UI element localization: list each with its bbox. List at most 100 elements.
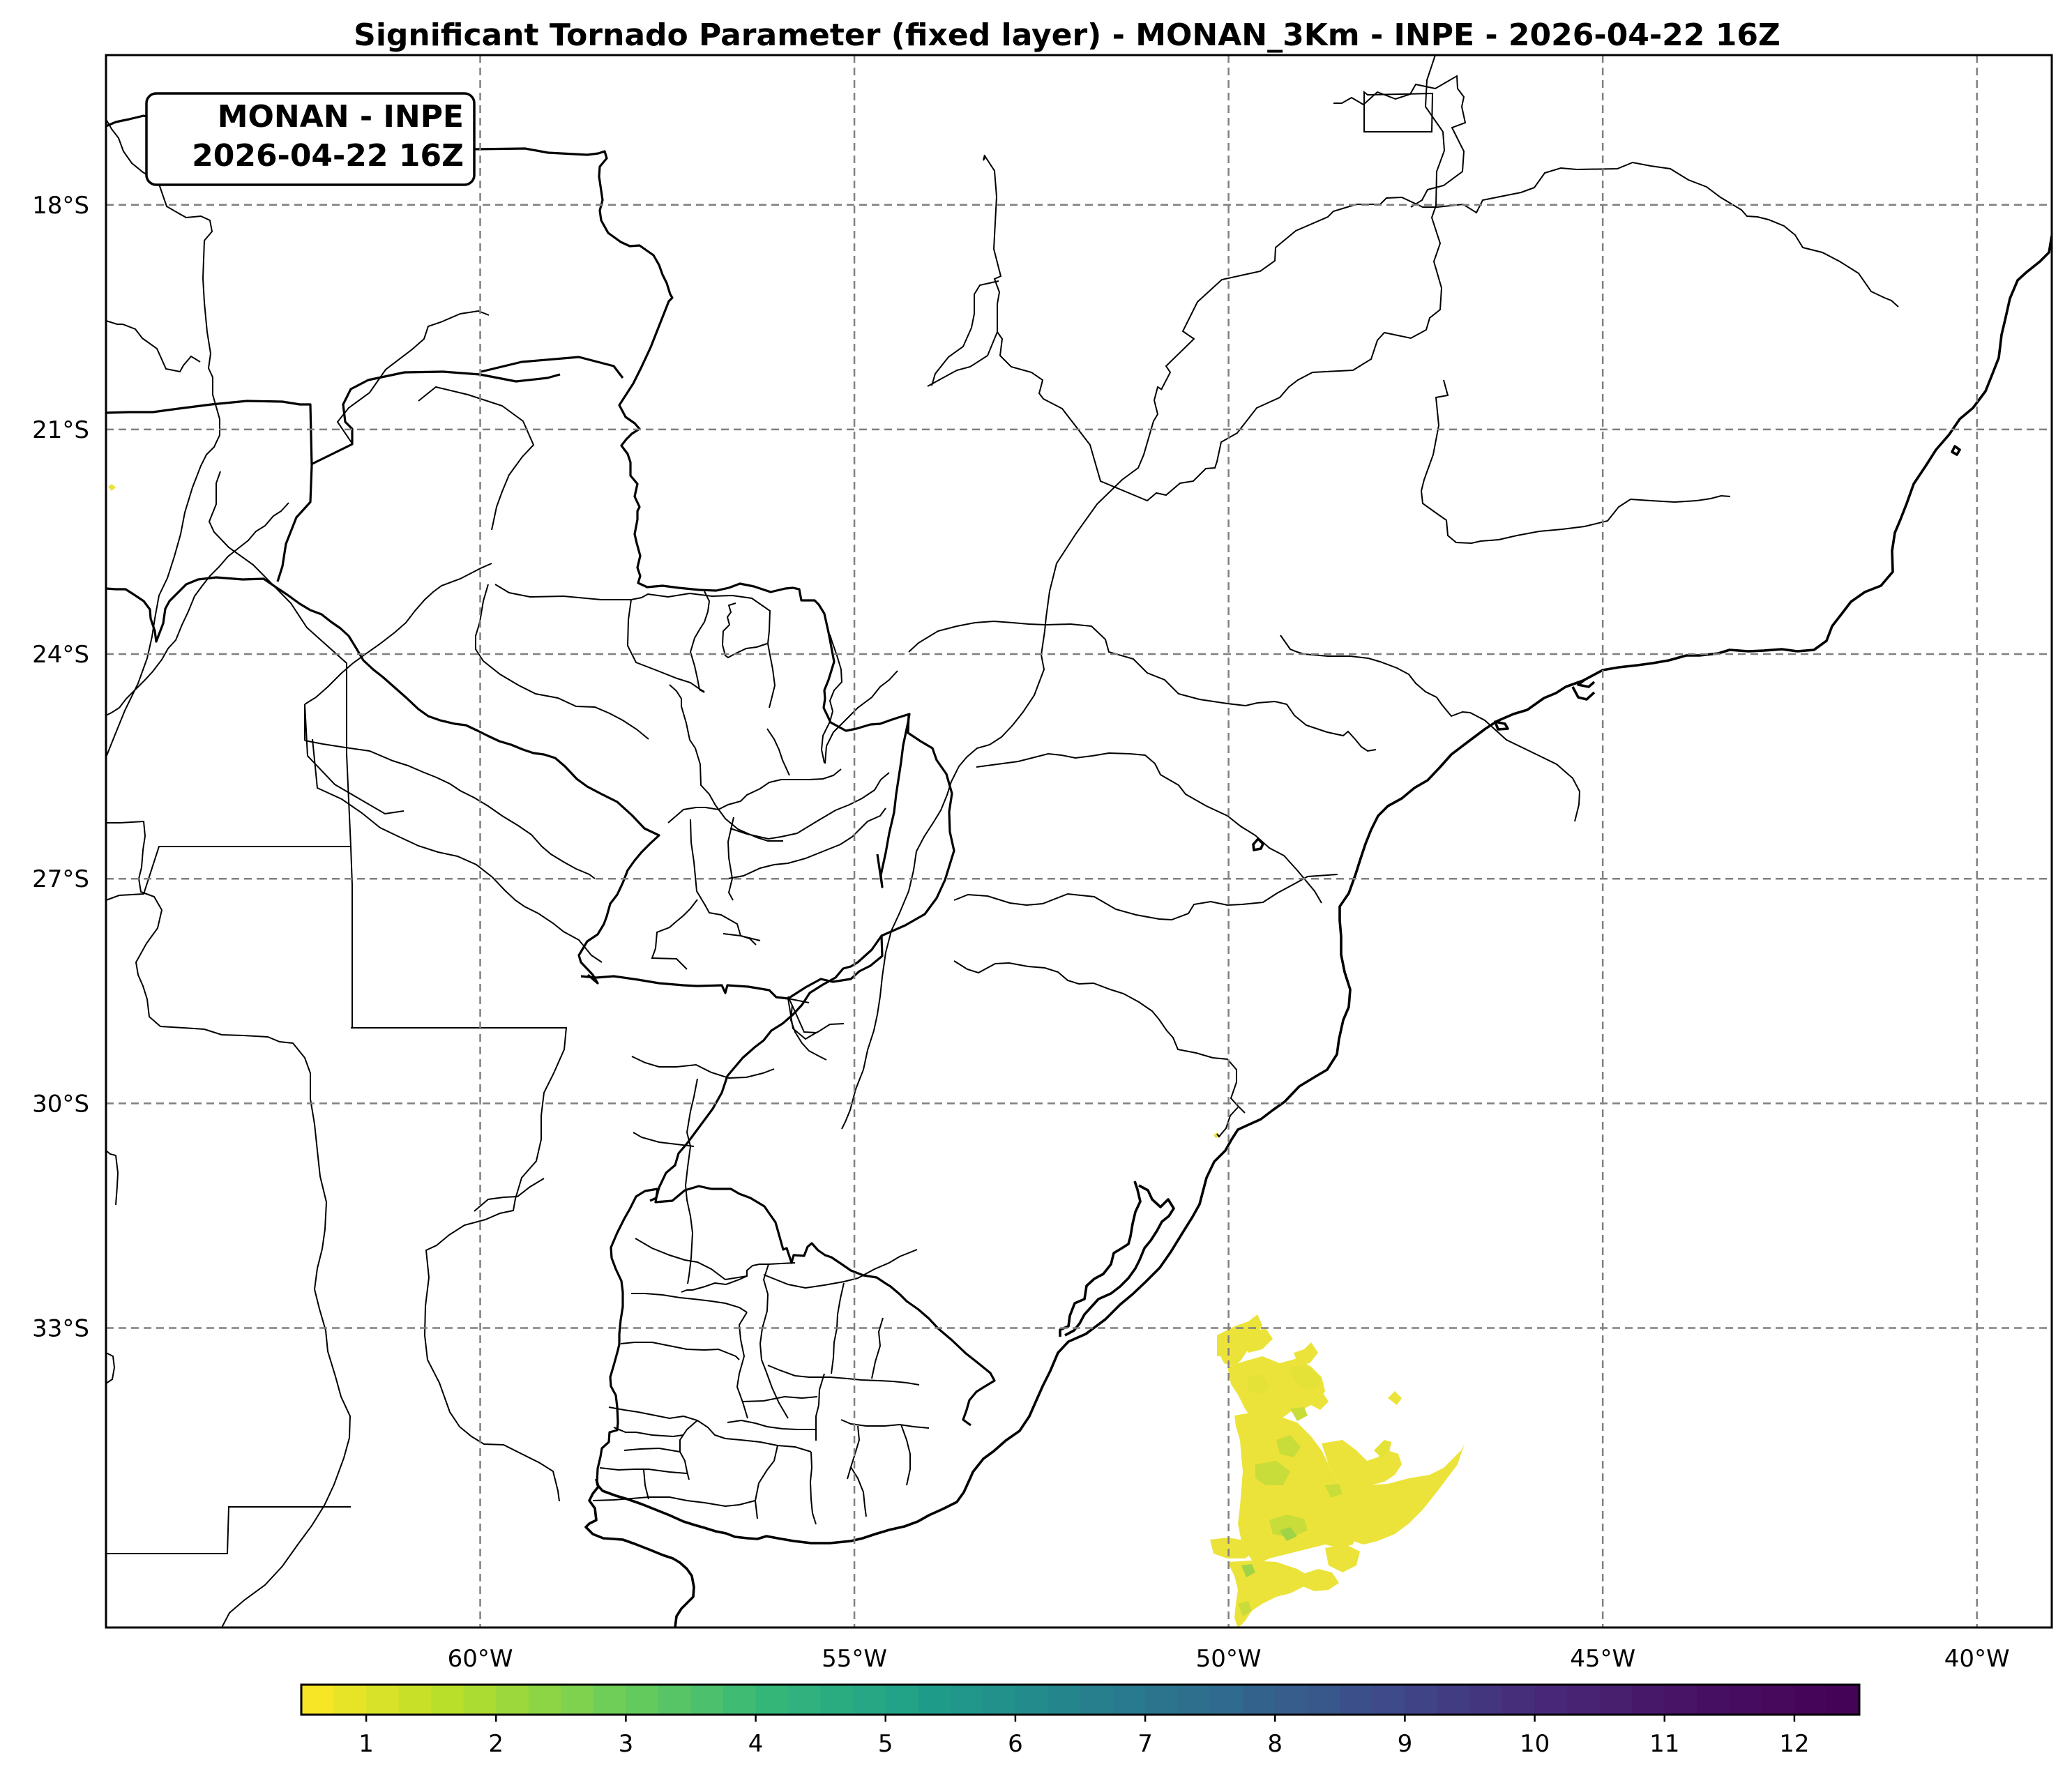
gridlines (106, 55, 2052, 1628)
info-box-datetime: 2026-04-22 16Z (192, 138, 464, 174)
border-path (824, 670, 898, 764)
colorbar-step (333, 1685, 367, 1715)
stp-contour (1241, 1564, 1255, 1577)
border-path (626, 599, 705, 692)
lat-tick-label: 30°S (32, 1090, 89, 1118)
border-path (850, 1466, 867, 1517)
colorbar-tick-label: 10 (1520, 1730, 1550, 1758)
border-path (953, 960, 1246, 1114)
colorbar-step (658, 1685, 692, 1715)
border-path (683, 1416, 812, 1452)
stp-contour (1325, 1545, 1360, 1572)
border-path (789, 1004, 827, 1061)
border-path (631, 1056, 775, 1079)
border-path (742, 1395, 818, 1402)
border-path (787, 998, 810, 1003)
border-path (787, 998, 818, 1040)
colorbar-step (1567, 1685, 1601, 1715)
border-path (727, 817, 734, 901)
lon-tick-label: 45°W (1570, 1645, 1635, 1673)
stp-contour (1238, 1601, 1252, 1616)
border-path (635, 1238, 748, 1281)
colorbar-tick-label: 8 (1267, 1730, 1283, 1758)
stp-contour (1280, 1527, 1297, 1541)
border-path (721, 602, 768, 659)
border-path (631, 1293, 748, 1313)
border-path (304, 704, 404, 815)
border-path (106, 820, 351, 1628)
stp-contour (1269, 1515, 1308, 1538)
colorbar-step (1664, 1685, 1697, 1715)
lon-tick-label: 55°W (822, 1645, 887, 1673)
lat-tick-label: 27°S (32, 865, 89, 893)
border-path (620, 1342, 740, 1360)
coastline-laguna (1064, 1184, 1175, 1337)
country-border (596, 1188, 658, 1482)
border-path (840, 1419, 930, 1429)
colorbar-tick-label: 7 (1137, 1730, 1153, 1758)
colorbar-tick-label: 5 (878, 1730, 893, 1758)
info-box-model: MONAN - INPE (218, 99, 464, 135)
colorbar-step (788, 1685, 822, 1715)
border-path (931, 280, 999, 386)
colorbar-step (1145, 1685, 1179, 1715)
coastline-plata (584, 1478, 695, 1628)
border-path (1333, 75, 1467, 208)
border-path (767, 1365, 920, 1386)
border-path (351, 1027, 568, 1502)
border-path (908, 620, 1377, 752)
border-path (809, 1451, 817, 1525)
border-path (208, 471, 351, 847)
colorbar-tick-label: 6 (1008, 1730, 1023, 1758)
border-path (871, 1317, 884, 1379)
colorbar-step (885, 1685, 918, 1715)
stp-contour (1290, 1407, 1308, 1421)
border-path (106, 320, 201, 373)
border-path (1160, 161, 1899, 390)
stp-contour (1210, 1538, 1255, 1558)
border-path (669, 684, 783, 842)
coastline (584, 235, 2052, 1628)
colorbar-step (463, 1685, 497, 1715)
colorbar-step (853, 1685, 886, 1715)
lon-tick-label: 40°W (1944, 1645, 2010, 1673)
border-path (681, 1262, 796, 1293)
border-path (754, 1445, 778, 1519)
colorbar-tick-label: 12 (1779, 1730, 1809, 1758)
stp-contour (1311, 1391, 1329, 1410)
border-path (684, 1078, 698, 1284)
border-path (106, 1150, 119, 1206)
country-border (106, 114, 911, 888)
stp-contour (1388, 1391, 1402, 1405)
colorbar-step (1729, 1685, 1762, 1715)
border-path (815, 1373, 825, 1441)
info-box: MONAN - INPE 2026-04-22 16Z (145, 92, 476, 186)
border-path (686, 1500, 756, 1508)
colorbar-steps (301, 1685, 1860, 1715)
stp-contour (1234, 1412, 1356, 1565)
border-path (106, 502, 289, 716)
country-border (481, 356, 624, 379)
border-path (643, 1469, 649, 1500)
colorbar-step (626, 1685, 659, 1715)
latitude-labels: 18°S 21°S 24°S 27°S 30°S 33°S (32, 192, 89, 1343)
map-frame (105, 54, 2053, 1629)
colorbar-step (1340, 1685, 1373, 1715)
border-path (766, 728, 790, 776)
stp-contour (1276, 1435, 1301, 1457)
colorbar-step (918, 1685, 951, 1715)
longitude-labels: 60°W 55°W 50°W 45°W 40°W (448, 1645, 2010, 1673)
colorbar-tick-label: 11 (1649, 1730, 1679, 1758)
border-path (599, 1467, 688, 1474)
colorbar-tick-label: 2 (488, 1730, 504, 1758)
colorbar-frame (300, 1683, 1861, 1716)
colorbar-step (1275, 1685, 1308, 1715)
colorbar-step (1502, 1685, 1536, 1715)
colorbar-ticks: 1 2 3 4 5 6 7 8 9 10 11 12 (358, 1715, 1810, 1758)
colorbar-step (366, 1685, 400, 1715)
border-path (820, 634, 843, 764)
colorbar-step (1827, 1685, 1860, 1715)
stp-contour (108, 484, 116, 491)
border-path (727, 1419, 815, 1430)
